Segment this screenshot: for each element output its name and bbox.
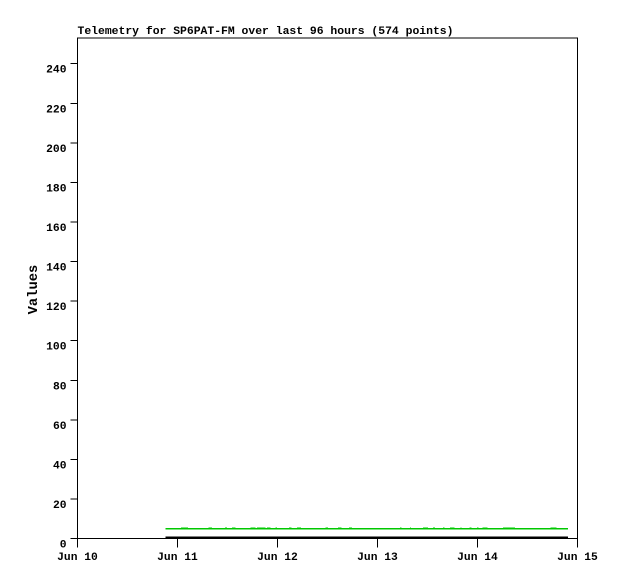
svg-text:40: 40 (53, 460, 67, 472)
svg-text:0: 0 (60, 540, 67, 552)
svg-text:180: 180 (46, 183, 67, 195)
svg-text:Telemetry for SP6PAT-FM over l: Telemetry for SP6PAT-FM over last 96 hou… (78, 26, 454, 38)
svg-text:Jun 12: Jun 12 (257, 552, 298, 564)
svg-text:200: 200 (46, 144, 67, 156)
svg-text:80: 80 (53, 381, 67, 393)
svg-text:120: 120 (46, 302, 67, 314)
svg-text:100: 100 (46, 342, 67, 354)
svg-text:160: 160 (46, 223, 67, 235)
svg-text:Jun 10: Jun 10 (57, 552, 98, 564)
svg-text:20: 20 (53, 500, 67, 512)
svg-text:Values: Values (26, 265, 42, 315)
svg-text:Jun 11: Jun 11 (157, 552, 198, 564)
svg-text:220: 220 (46, 104, 67, 116)
svg-text:Jun 13: Jun 13 (357, 552, 398, 564)
svg-text:140: 140 (46, 263, 67, 275)
svg-text:60: 60 (53, 421, 67, 433)
svg-text:Jun 15: Jun 15 (557, 552, 598, 564)
svg-text:240: 240 (46, 65, 67, 77)
svg-text:Jun 14: Jun 14 (457, 552, 498, 564)
